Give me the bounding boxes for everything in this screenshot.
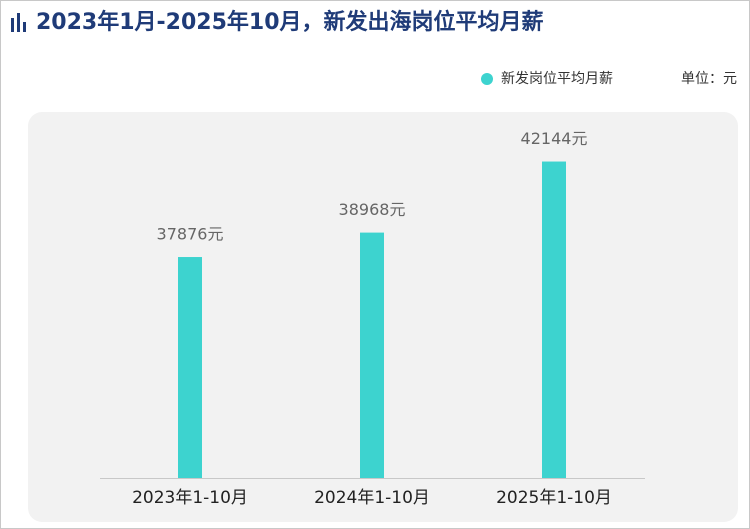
- chart-title: 2023年1月-2025年10月，新发出海岗位平均月薪: [36, 9, 544, 35]
- bar: [360, 232, 384, 478]
- bar: [178, 257, 202, 478]
- x-tick-label: 2023年1-10月: [132, 488, 248, 508]
- x-tick-label: 2024年1-10月: [314, 488, 430, 508]
- unit-note: 单位：元: [681, 71, 737, 87]
- value-label: 38968元: [339, 200, 406, 219]
- title-icon: [11, 13, 26, 32]
- legend-label: 新发岗位平均月薪: [501, 71, 613, 87]
- x-tick-label: 2025年1-10月: [496, 488, 612, 508]
- value-label: 42144元: [521, 129, 588, 148]
- legend-marker: [481, 73, 493, 85]
- bar: [542, 161, 566, 478]
- value-label: 37876元: [157, 225, 224, 244]
